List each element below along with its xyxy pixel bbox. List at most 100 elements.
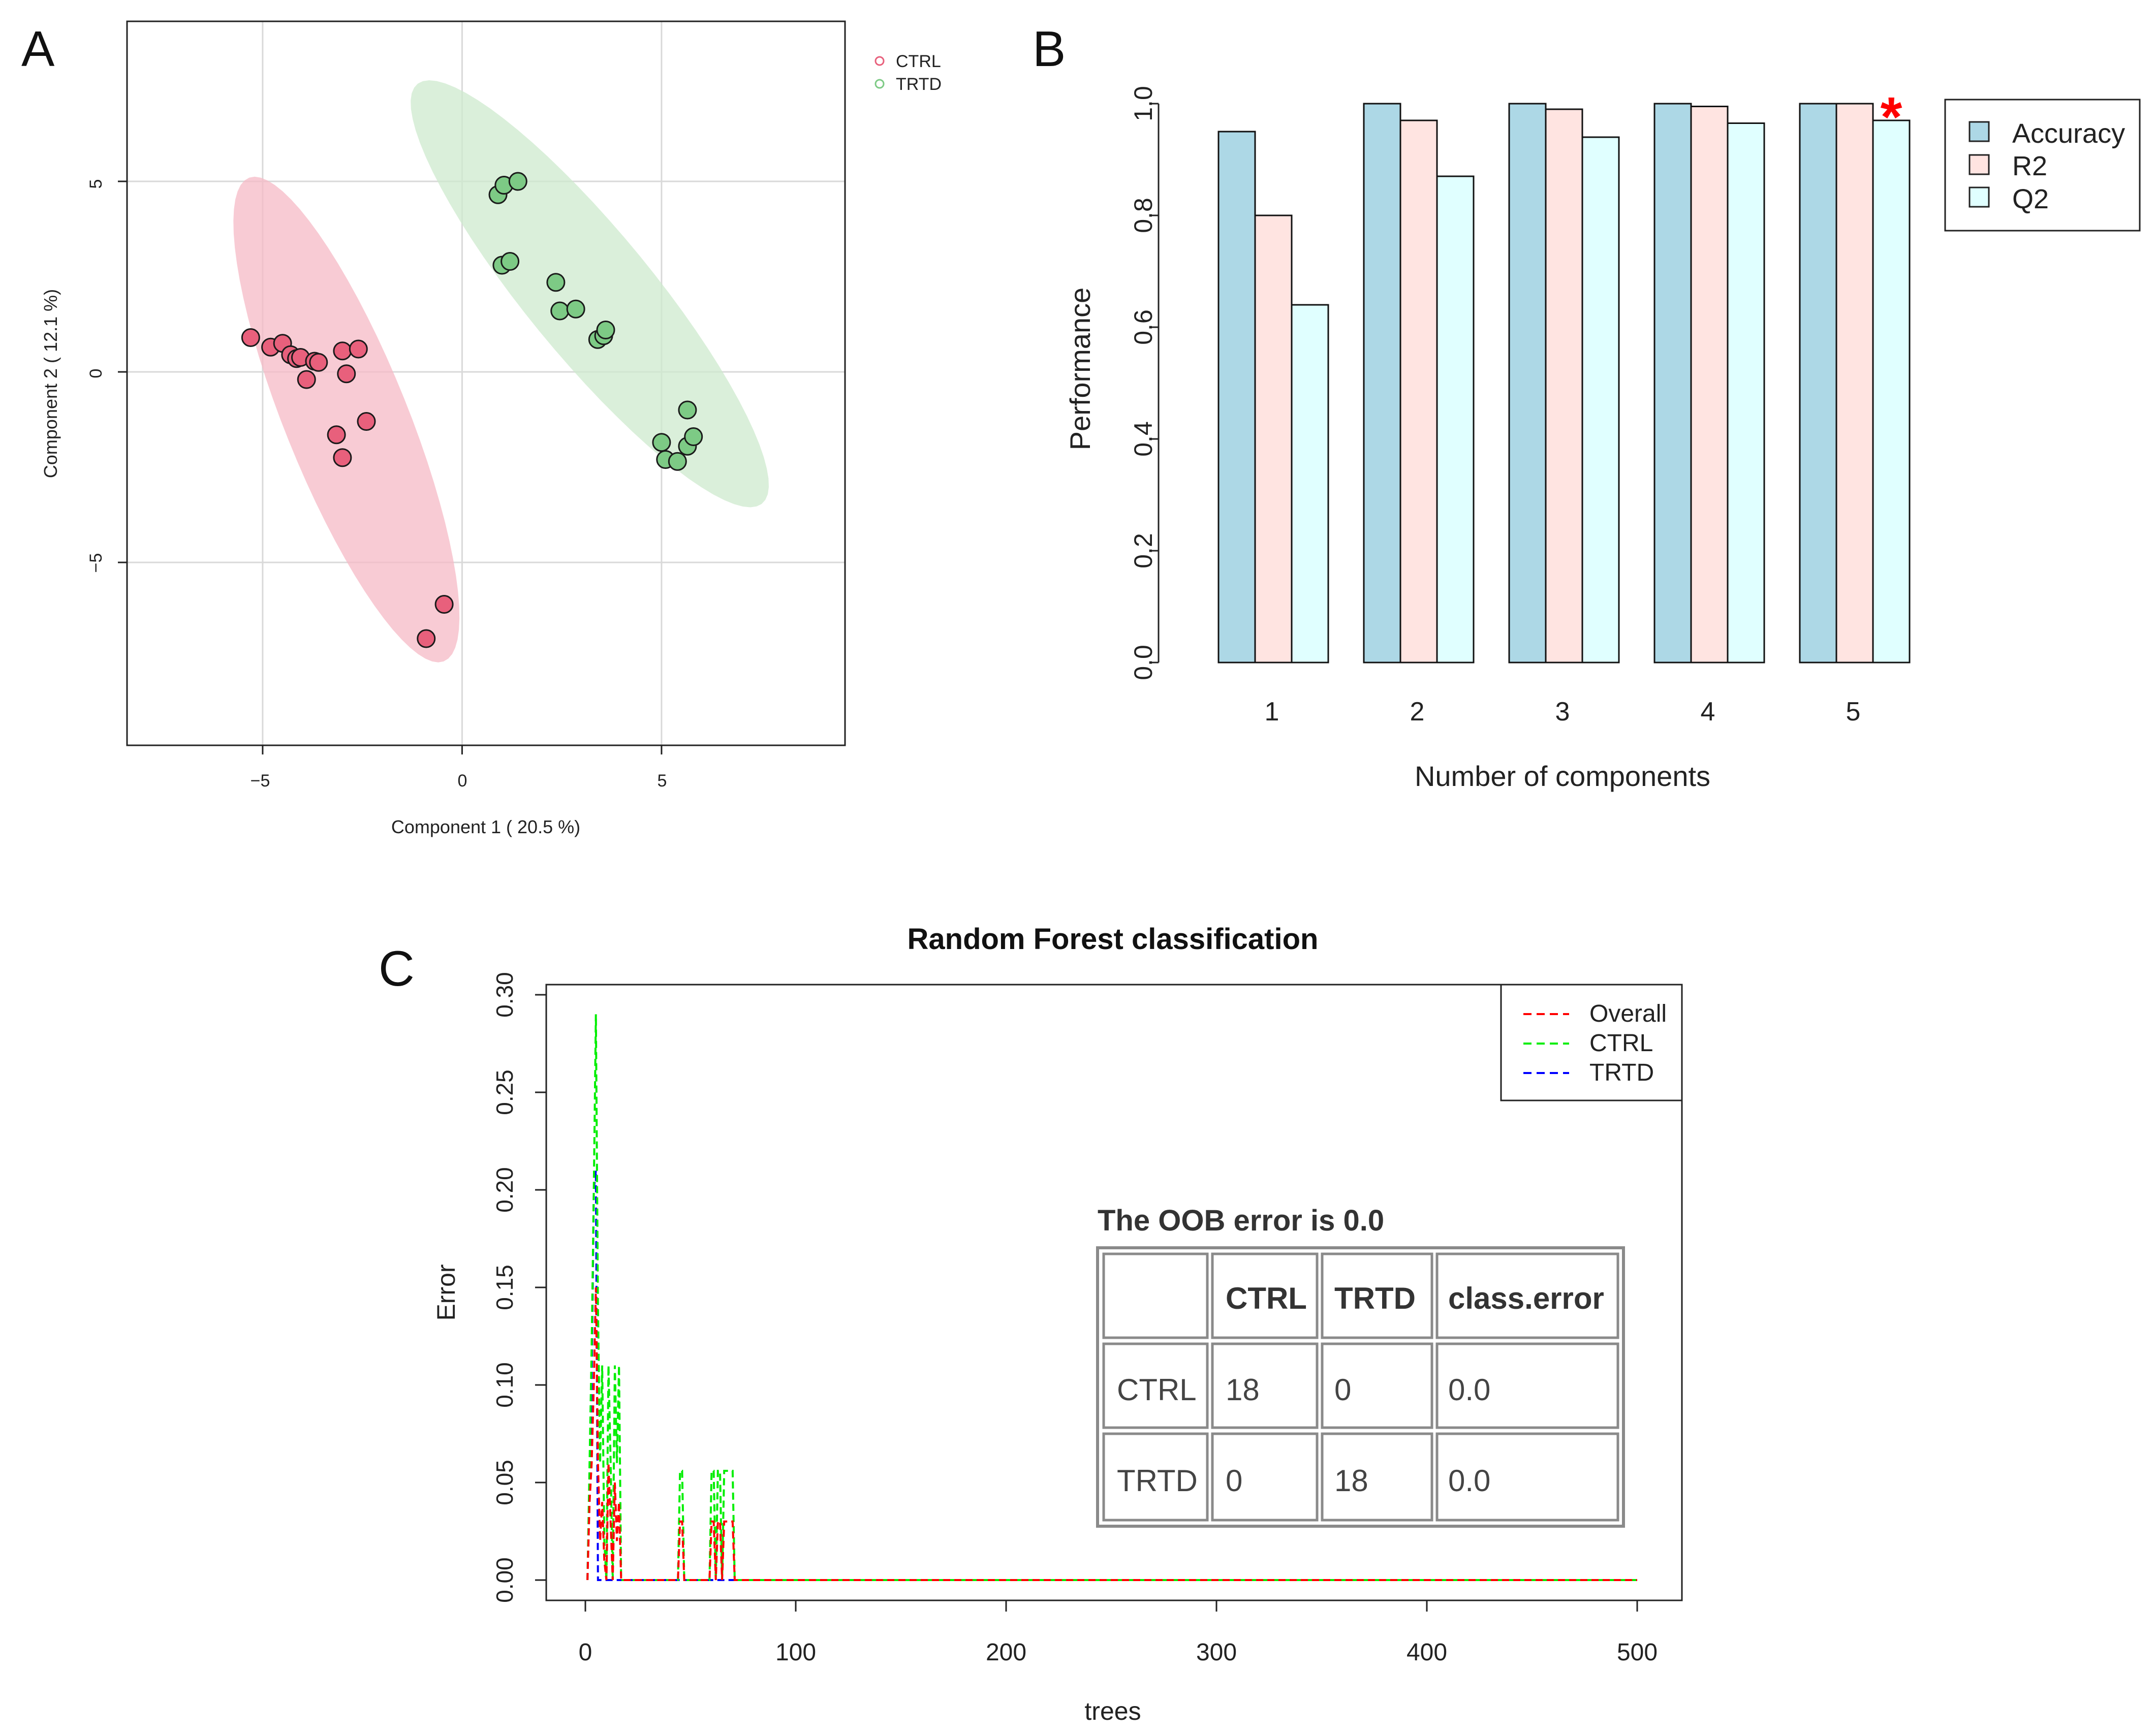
oob-table-row-label: CTRL bbox=[1117, 1373, 1197, 1407]
panel-a-point-ctrl bbox=[434, 595, 454, 614]
panel-b-bar-accuracy bbox=[1799, 103, 1837, 664]
panel-a-point-trtd bbox=[684, 427, 703, 446]
panel-b-legend-swatch-q2 bbox=[1968, 186, 1990, 208]
panel-c-legend-label-overall: Overall bbox=[1589, 1000, 1667, 1027]
oob-table-cell bbox=[1321, 1342, 1433, 1429]
panel-b-bar-r2 bbox=[1399, 119, 1438, 664]
panel-b-x-tick-label: 3 bbox=[1555, 697, 1570, 727]
panel-label-a: A bbox=[21, 21, 55, 77]
panel-b-y-tick-label: 1.0 bbox=[1129, 86, 1158, 121]
panel-b-bar-q2 bbox=[1291, 304, 1329, 664]
panel-b-bar-q2 bbox=[1436, 175, 1475, 664]
panel-a-y-tick-label: 0 bbox=[86, 369, 106, 379]
panel-a-x-tick-label: −5 bbox=[251, 771, 270, 791]
oob-table-cell bbox=[1435, 1432, 1619, 1522]
panel-b-x-tick-labels: 1 2 3 4 5 bbox=[1265, 697, 1861, 727]
panel-b-bar-r2 bbox=[1690, 106, 1729, 664]
panel-a-legend-marker-trtd bbox=[874, 79, 885, 89]
panel-a-point-ctrl bbox=[333, 448, 352, 467]
panel-a-point-trtd bbox=[550, 301, 570, 321]
panel-c-random-forest-chart: Random Forest classification 0 100 200 3… bbox=[432, 923, 1683, 1725]
panel-a-point-trtd bbox=[678, 400, 697, 420]
panel-c-x-tick-labels: 0 100 200 300 400 500 bbox=[579, 1639, 1658, 1666]
oob-table-cell bbox=[1102, 1432, 1209, 1522]
oob-table-cell bbox=[1321, 1432, 1433, 1522]
panel-b-x-axis-label: Number of components bbox=[1415, 760, 1710, 792]
panel-b-y-tick-labels: 0.0 0.2 0.4 0.6 0.8 1.0 bbox=[1129, 86, 1158, 680]
panel-a-point-trtd bbox=[596, 321, 615, 339]
panel-b-legend-label-accuracy: Accuracy bbox=[2012, 118, 2125, 149]
panel-a-point-ctrl bbox=[241, 328, 260, 347]
panel-c-legend-label-ctrl: CTRL bbox=[1589, 1030, 1653, 1057]
oob-table-header-trtd: TRTD bbox=[1334, 1281, 1416, 1315]
panel-a-point-ctrl bbox=[337, 364, 356, 384]
panel-b-legend-label-q2: Q2 bbox=[2012, 184, 2049, 214]
oob-table-value: 0 bbox=[1334, 1373, 1351, 1407]
panel-label-b: B bbox=[1033, 21, 1066, 77]
panel-label-c: C bbox=[379, 940, 415, 996]
panel-b-bar-q2 bbox=[1581, 136, 1620, 664]
panel-c-x-ticks bbox=[584, 1599, 1638, 1612]
panel-b-y-tick-label: 0.2 bbox=[1129, 533, 1158, 569]
oob-table-value: 0 bbox=[1226, 1464, 1242, 1498]
panel-c-y-axis-label: Error bbox=[432, 1264, 460, 1320]
panel-c-x-axis-label: trees bbox=[1084, 1697, 1141, 1725]
panel-c-y-tick-label: 0.20 bbox=[491, 1167, 518, 1213]
panel-c-y-tick-label: 0.25 bbox=[491, 1069, 518, 1115]
panel-b-bar-q2 bbox=[1727, 122, 1765, 664]
panel-c-y-tick-label: 0.30 bbox=[491, 972, 518, 1018]
oob-table-frame bbox=[1096, 1246, 1625, 1528]
panel-a-point-ctrl bbox=[349, 339, 368, 359]
panel-b-best-marker-asterisk: * bbox=[1881, 86, 1902, 148]
panel-b-y-tick-label: 0.0 bbox=[1129, 645, 1158, 680]
panel-a-x-tick-label: 0 bbox=[458, 771, 467, 791]
panel-b-bar-r2 bbox=[1254, 214, 1293, 664]
panel-b-bar-r2 bbox=[1835, 103, 1874, 664]
panel-b-legend-swatch-r2 bbox=[1968, 154, 1990, 175]
panel-b-bar-accuracy bbox=[1217, 131, 1256, 664]
panel-c-error-lines bbox=[586, 1014, 1637, 1581]
panel-b-y-tick-label: 0.4 bbox=[1129, 421, 1158, 457]
panel-b-legend-label-r2: R2 bbox=[2012, 151, 2047, 181]
panel-c-oob-table: The OOB error is 0.0 CTRL TRTD class.err… bbox=[1096, 1204, 1625, 1528]
panel-a-point-ctrl bbox=[297, 370, 316, 389]
panel-c-x-tick-label: 400 bbox=[1407, 1639, 1447, 1666]
panel-c-y-tick-label: 0.15 bbox=[491, 1265, 518, 1310]
panel-a-plot-frame bbox=[126, 20, 846, 746]
panel-b-bar-q2 bbox=[1872, 119, 1911, 664]
panel-c-y-tick-label: 0.10 bbox=[491, 1362, 518, 1408]
oob-table-value: 0.0 bbox=[1448, 1464, 1490, 1498]
panel-a-legend-label-ctrl: CTRL bbox=[896, 52, 941, 71]
panel-b-x-tick-label: 2 bbox=[1410, 697, 1425, 727]
panel-b-x-tick-label: 4 bbox=[1701, 697, 1715, 727]
panel-b-legend: Accuracy R2 Q2 bbox=[1944, 99, 2141, 232]
panel-a-ellipse-ctrl bbox=[233, 176, 460, 663]
panel-c-x-tick-label: 0 bbox=[579, 1639, 592, 1666]
oob-table-cell bbox=[1211, 1252, 1319, 1339]
panel-a-x-tick-label: 5 bbox=[658, 771, 667, 791]
panel-b-y-tick-label: 0.8 bbox=[1129, 198, 1158, 233]
oob-table-cell bbox=[1435, 1342, 1619, 1429]
panel-a-point-trtd bbox=[668, 452, 687, 471]
panel-a-point-trtd bbox=[501, 252, 520, 271]
oob-table-cell bbox=[1211, 1342, 1319, 1429]
panel-a-point-trtd bbox=[652, 433, 671, 452]
oob-table-value: 18 bbox=[1226, 1373, 1260, 1407]
panel-c-x-tick-label: 500 bbox=[1617, 1639, 1658, 1666]
panel-b-x-tick-label: 1 bbox=[1265, 697, 1279, 727]
panel-a-point-trtd bbox=[508, 172, 527, 191]
panel-b-y-ticks bbox=[1149, 103, 1159, 664]
oob-table-cell bbox=[1321, 1252, 1433, 1339]
panel-c-y-tick-label: 0.05 bbox=[491, 1460, 518, 1505]
panel-a-x-axis: −5 0 5 bbox=[251, 771, 667, 791]
panel-a-point-trtd bbox=[546, 273, 566, 292]
panel-b-bar-accuracy bbox=[1363, 103, 1401, 664]
panel-b-bars bbox=[1217, 103, 1911, 664]
panel-a-point-ctrl bbox=[327, 425, 346, 445]
panel-a-point-ctrl bbox=[333, 341, 352, 361]
panel-a-x-axis-label: Component 1 ( 20.5 %) bbox=[391, 816, 580, 837]
panel-c-y-tick-label: 0.00 bbox=[491, 1557, 518, 1603]
panel-c-x-tick-label: 300 bbox=[1196, 1639, 1237, 1666]
panel-b-performance-chart: 0.0 0.2 0.4 0.6 0.8 1.0 1 2 3 4 5 Number… bbox=[1064, 86, 2141, 792]
